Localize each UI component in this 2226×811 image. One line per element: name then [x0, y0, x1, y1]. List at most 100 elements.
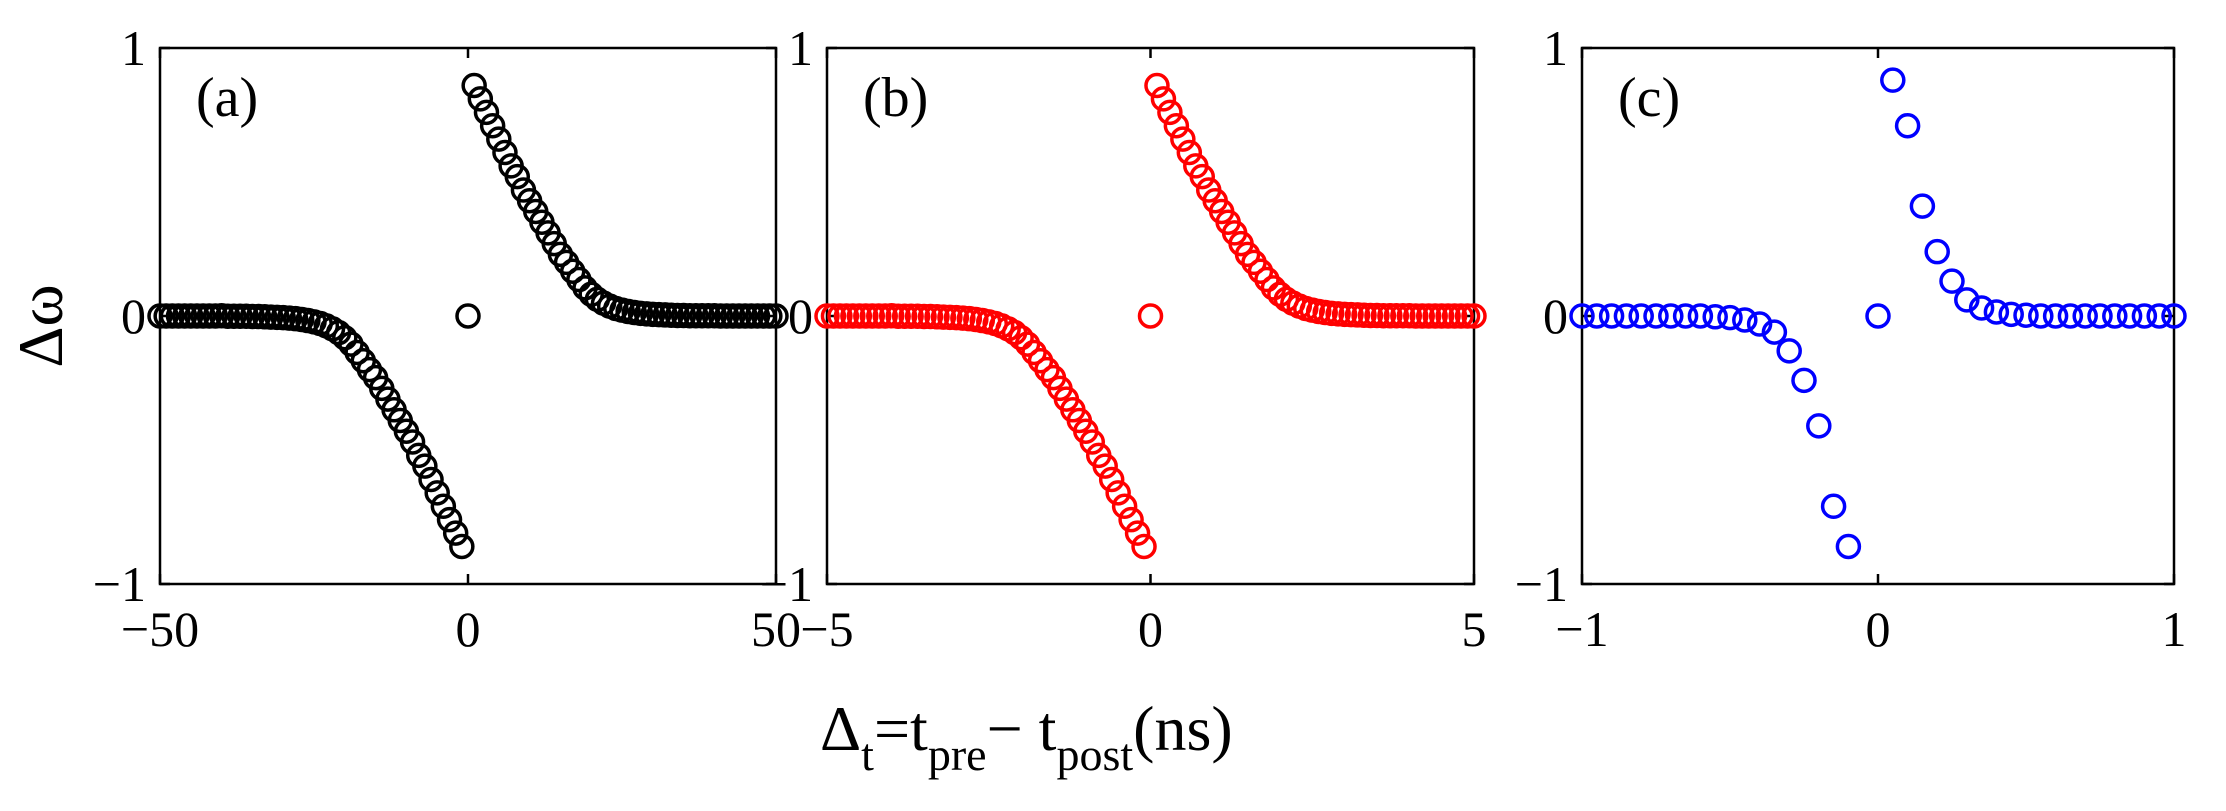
data-point: [467, 86, 494, 112]
y-tick-label: −1: [1515, 556, 1568, 612]
data-point: [1157, 99, 1183, 126]
data-point: [1687, 303, 1714, 329]
data-point: [1628, 303, 1654, 329]
x-tick-label: 0: [1866, 601, 1891, 657]
x-tick-label: 50: [751, 601, 801, 657]
y-axis-label: Δω: [5, 284, 76, 367]
data-point: [1383, 302, 1410, 329]
data-point: [436, 506, 463, 533]
data-point: [449, 533, 475, 560]
data-point: [1939, 268, 1965, 294]
data-point: [1717, 304, 1743, 331]
data-point: [840, 303, 866, 329]
data-point: [898, 303, 924, 330]
x-tick-label: −5: [800, 601, 853, 657]
data-point: [1584, 303, 1610, 329]
panel-label: (a): [196, 67, 258, 129]
x-axis-label: Δt=tpre− tpost(ns): [820, 693, 1233, 780]
panel-c: −1 0 1 −1 0 1 (c): [1515, 20, 2187, 657]
data-point: [833, 303, 860, 329]
data-point: [1598, 303, 1625, 329]
data-point: [1643, 303, 1669, 329]
series-markers: [1569, 67, 2187, 560]
data-point: [1144, 72, 1170, 99]
data-point: [1746, 311, 1773, 337]
x-label-sub-post: post: [1056, 729, 1133, 780]
data-point: [1422, 303, 1448, 329]
data-point: [1137, 303, 1164, 329]
data-point: [2087, 303, 2113, 329]
x-label-sub-t: t: [861, 729, 874, 780]
data-point: [1118, 506, 1144, 533]
data-point: [1732, 307, 1758, 333]
series-markers: [814, 72, 1487, 560]
data-point: [1448, 303, 1474, 329]
data-point: [1124, 520, 1151, 546]
data-point: [1461, 303, 1487, 329]
x-label-delta: Δ: [820, 693, 861, 764]
data-point: [1569, 303, 1595, 329]
panels: −50 0 50−101(a)−5 0 5−101(b)−1 0 1−101(c): [93, 20, 2187, 657]
data-point: [1968, 295, 1995, 321]
y-tick-label: 0: [788, 288, 813, 344]
x-tick-label: 1: [2162, 601, 2187, 657]
x-tick-label: 0: [1138, 601, 1163, 657]
x-tick-label: −1: [1555, 601, 1608, 657]
data-point: [891, 303, 918, 330]
data-point: [2131, 303, 2158, 329]
data-point: [1894, 112, 1921, 139]
data-point: [1820, 493, 1847, 520]
data-point: [2072, 303, 2098, 329]
data-point: [911, 303, 937, 330]
data-point: [1409, 303, 1435, 329]
data-point: [1454, 303, 1481, 329]
data-point: [2013, 302, 2039, 328]
data-point: [853, 303, 879, 329]
data-point: [1170, 126, 1196, 152]
data-point: [1131, 533, 1157, 560]
data-point: [1791, 367, 1817, 394]
data-point: [455, 303, 481, 329]
x-label-unit: (ns): [1133, 693, 1233, 764]
data-point: [763, 303, 789, 329]
x-tick-label: 0: [456, 601, 481, 657]
panel-a: −50 0 50 −1 0 1 (a): [93, 20, 801, 657]
data-point: [430, 493, 457, 520]
series-markers: [147, 72, 789, 560]
panel-b: −5 0 5 −1 0 1 (b): [760, 20, 1487, 657]
data-point: [418, 466, 444, 493]
x-tick-label: 5: [1462, 601, 1487, 657]
data-point: [1761, 319, 1788, 345]
data-point: [442, 520, 469, 546]
data-point: [866, 303, 892, 329]
data-point: [1806, 413, 1832, 439]
data-point: [1909, 193, 1936, 219]
data-point: [1776, 338, 1802, 364]
data-point: [827, 303, 853, 329]
y-tick-label: 1: [121, 20, 146, 76]
x-label-eq: =t: [874, 693, 928, 764]
data-point: [492, 139, 518, 166]
data-point: [479, 112, 506, 139]
data-point: [1377, 302, 1403, 329]
data-point: [1702, 304, 1728, 330]
data-point: [473, 99, 500, 126]
data-point: [1983, 299, 2010, 325]
data-point: [1672, 303, 1699, 329]
data-point: [1079, 429, 1106, 455]
data-point: [1924, 238, 1950, 265]
data-point: [486, 126, 512, 152]
y-tick-label: 0: [121, 288, 146, 344]
data-point: [2146, 303, 2172, 329]
panel-label: (c): [1618, 67, 1680, 129]
data-point: [1435, 303, 1461, 329]
data-point: [1865, 303, 1891, 329]
data-point: [332, 324, 358, 351]
data-point: [1415, 303, 1442, 329]
x-label-sub-pre: pre: [928, 729, 987, 780]
data-point: [2161, 303, 2187, 329]
data-point: [1267, 281, 1293, 308]
data-point: [412, 453, 438, 479]
panel-label: (b): [863, 67, 928, 129]
